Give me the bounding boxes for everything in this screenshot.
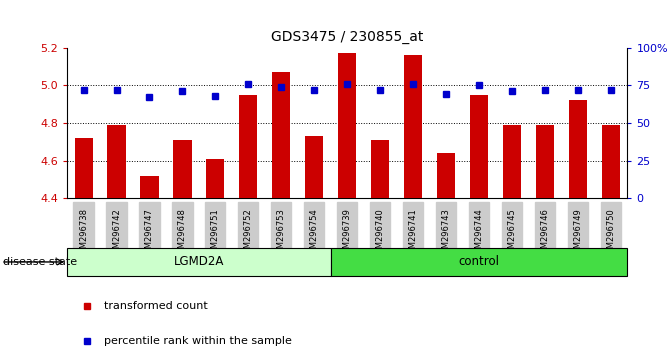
- Text: percentile rank within the sample: percentile rank within the sample: [103, 336, 291, 346]
- Bar: [338, 53, 356, 198]
- Bar: [173, 140, 191, 198]
- Text: GDS3475 / 230855_at: GDS3475 / 230855_at: [271, 30, 423, 44]
- Bar: [602, 125, 620, 198]
- Bar: [67, 248, 331, 276]
- Bar: [74, 138, 93, 198]
- Bar: [536, 125, 554, 198]
- Text: transformed count: transformed count: [103, 301, 207, 311]
- Bar: [107, 125, 125, 198]
- Bar: [331, 248, 627, 276]
- Text: disease state: disease state: [3, 257, 77, 267]
- Bar: [437, 153, 455, 198]
- Bar: [503, 125, 521, 198]
- Bar: [404, 55, 422, 198]
- Text: LGMD2A: LGMD2A: [174, 256, 224, 268]
- Bar: [371, 140, 389, 198]
- Text: control: control: [458, 256, 500, 268]
- Bar: [569, 101, 587, 198]
- Bar: [207, 159, 225, 198]
- Bar: [305, 136, 323, 198]
- Bar: [140, 176, 158, 198]
- Bar: [272, 72, 291, 198]
- Bar: [470, 95, 488, 198]
- Bar: [240, 95, 258, 198]
